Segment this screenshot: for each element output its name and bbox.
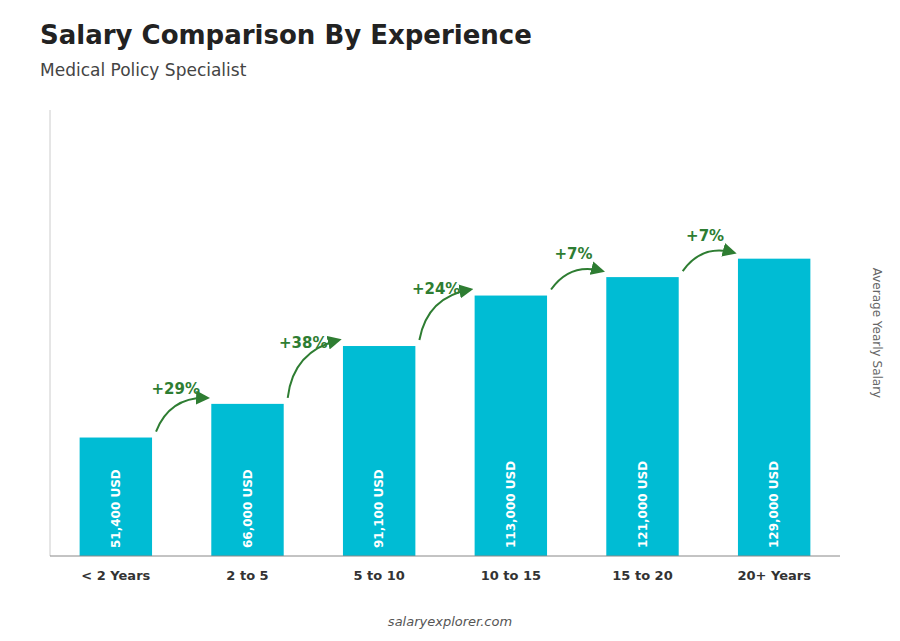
data-label: 121,000 USD [636, 461, 650, 548]
chart-svg: Salary Comparison By Experience Medical P… [0, 0, 900, 641]
change-arrow [683, 251, 734, 272]
x-tick-label: 15 to 20 [612, 568, 672, 583]
bar [343, 346, 415, 556]
x-tick-label: 2 to 5 [226, 568, 268, 583]
data-label: 51,400 USD [109, 469, 123, 548]
bar [606, 277, 678, 556]
change-label: +29% [152, 380, 200, 398]
x-tick-label: 10 to 15 [481, 568, 541, 583]
x-tick-label: 5 to 10 [353, 568, 404, 583]
y-axis-label: Average Yearly Salary [870, 268, 884, 398]
bars [80, 259, 811, 556]
bar [738, 259, 810, 556]
change-label: +24% [412, 280, 460, 298]
change-arrow [551, 269, 602, 290]
footer: salaryexplorer.com [388, 614, 512, 629]
bar [80, 438, 152, 556]
bar [475, 296, 547, 556]
data-label: 113,000 USD [504, 461, 518, 548]
bar [211, 404, 283, 556]
x-axis-line [50, 556, 840, 557]
change-arrow [156, 398, 207, 432]
data-label: 129,000 USD [767, 461, 781, 548]
change-label: +7% [554, 245, 592, 263]
y-axis-line [50, 110, 51, 556]
title: Salary Comparison By Experience [40, 20, 532, 50]
data-label: 66,000 USD [241, 469, 255, 548]
data-label: 91,100 USD [372, 469, 386, 548]
change-label: +7% [686, 227, 724, 245]
subtitle: Medical Policy Specialist [40, 60, 247, 80]
x-tick-label: < 2 Years [81, 568, 150, 583]
chart-container: Salary Comparison By Experience Medical P… [0, 0, 900, 641]
x-tick-label: 20+ Years [737, 568, 811, 583]
change-label: +38% [279, 334, 327, 352]
